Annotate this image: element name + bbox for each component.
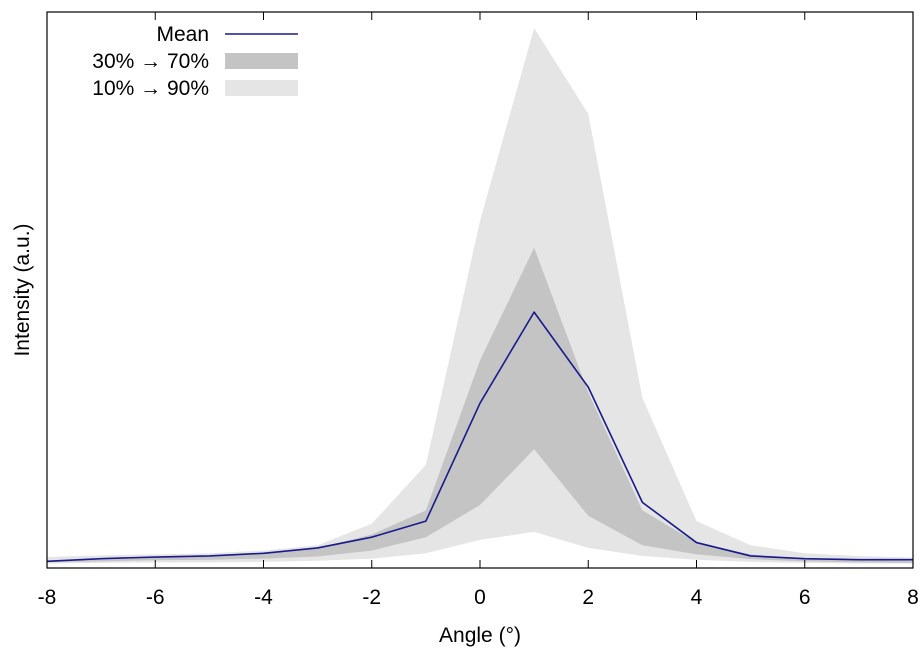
- mean-line: [46, 311, 913, 563]
- band-area-1: [47, 247, 913, 563]
- x-axis-label: Angle (°): [439, 624, 521, 647]
- legend-label: Mean: [156, 23, 209, 46]
- legend-swatch-band: [225, 53, 298, 69]
- legend-swatch-band: [225, 80, 298, 96]
- x-tick-label: -6: [146, 586, 165, 609]
- legend-label: 30% → 70%: [92, 50, 209, 73]
- x-tick-label: 6: [799, 586, 811, 609]
- mean-line-layer: [46, 311, 913, 563]
- x-tick-label: -4: [254, 586, 273, 609]
- axis-ticks: [46, 12, 914, 568]
- x-tick-label: -8: [38, 586, 57, 609]
- x-tick-labels: -8 -6 -4 -2 0 2 4 6 8: [38, 586, 919, 609]
- x-tick-label: 8: [907, 586, 919, 609]
- legend-label: 10% → 90%: [92, 77, 209, 100]
- x-tick-label: 4: [691, 586, 703, 609]
- legend: Mean 30% → 70% 10% → 90%: [92, 23, 298, 100]
- x-tick-label: 2: [582, 586, 594, 609]
- x-tick-label: -2: [362, 586, 381, 609]
- band-areas: [47, 28, 913, 564]
- x-tick-label: 0: [474, 586, 486, 609]
- y-axis-label: Intensity (a.u.): [11, 223, 34, 356]
- band-area-0: [47, 28, 913, 564]
